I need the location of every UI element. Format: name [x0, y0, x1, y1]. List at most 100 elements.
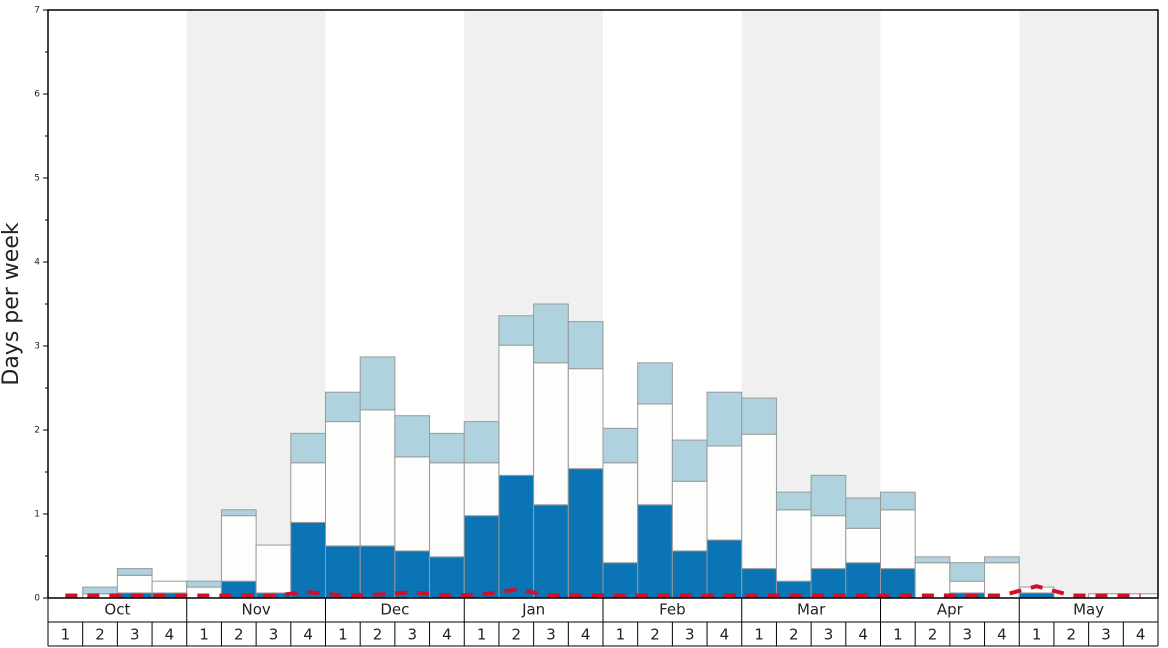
bar-segment [602, 427, 639, 464]
bar-segment [359, 356, 396, 411]
bar-segment [151, 580, 188, 594]
x-tick-label: 4 [581, 626, 591, 644]
x-tick-label: 1 [754, 626, 764, 644]
month-label: Nov [241, 601, 270, 619]
bar-segment [567, 368, 604, 470]
x-tick-label: 2 [928, 626, 938, 644]
bar-segment [186, 580, 222, 588]
bar-segment [914, 556, 951, 564]
bar-segment [880, 491, 916, 511]
x-tick-label: 1 [477, 626, 487, 644]
bar-segment [671, 439, 708, 482]
bar-segment [741, 433, 777, 570]
bar-segment [949, 580, 986, 594]
bar-segment [637, 504, 673, 599]
bar-segment [325, 421, 361, 547]
x-tick-label: 4 [1136, 626, 1146, 644]
x-tick-label: 2 [789, 626, 799, 644]
bar-segment [706, 445, 743, 541]
bar-segment [498, 344, 535, 476]
x-tick-label: 2 [234, 626, 244, 644]
bar-segment [984, 556, 1020, 564]
bar-segment [845, 562, 881, 599]
y-tick-label: 7 [34, 6, 40, 16]
bar-segment [290, 432, 326, 464]
bar-segment [533, 362, 569, 506]
y-tick-label: 4 [34, 258, 40, 268]
y-tick-label: 5 [34, 174, 40, 184]
x-tick-label: 1 [893, 626, 903, 644]
y-tick-label: 2 [34, 426, 40, 436]
y-tick-label: 3 [34, 342, 40, 352]
x-tick-label: 3 [130, 626, 140, 644]
x-tick-label: 2 [95, 626, 105, 644]
bar-segment [359, 409, 396, 547]
x-tick-label: 1 [199, 626, 209, 644]
x-tick-label: 3 [407, 626, 417, 644]
month-label: May [1073, 601, 1104, 619]
bar-segment [810, 474, 847, 517]
bar-segment [429, 462, 465, 558]
bar-segment [880, 509, 916, 570]
bar-segment [567, 321, 604, 370]
bar-segment [429, 556, 465, 599]
bar-segment [116, 568, 153, 576]
y-tick-label: 6 [34, 90, 40, 100]
bar-segment [810, 515, 847, 570]
bar-segment [498, 315, 535, 346]
bar-segment [394, 415, 431, 458]
x-tick-label: 1 [616, 626, 626, 644]
bar-segment [533, 504, 569, 599]
bar-segment [671, 480, 708, 552]
x-tick-label: 2 [373, 626, 383, 644]
x-tick-label: 4 [442, 626, 452, 644]
x-tick-label: 3 [962, 626, 972, 644]
bar-segment [845, 497, 881, 529]
bar-segment [567, 468, 604, 599]
x-tick-label: 3 [269, 626, 279, 644]
x-tick-label: 4 [997, 626, 1007, 644]
line [65, 584, 1141, 598]
bar-segment [394, 456, 431, 552]
bar-segment [671, 550, 708, 599]
bar-segment [637, 403, 673, 506]
x-tick-label: 3 [546, 626, 556, 644]
bar-segment [741, 397, 777, 435]
y-tick-label: 0 [34, 594, 40, 604]
bar-segment [220, 509, 257, 517]
bar-segment [706, 539, 743, 599]
x-tick-label: 2 [1067, 626, 1077, 644]
bar-segment [602, 462, 639, 564]
bar-segment [429, 432, 465, 464]
bar-segment [602, 562, 639, 599]
x-tick-label: 1 [61, 626, 71, 644]
bar-segment [637, 362, 673, 405]
x-tick-label: 3 [685, 626, 695, 644]
x-tick-label: 1 [1032, 626, 1042, 644]
bar-segment [463, 515, 500, 599]
bar-segment [325, 545, 361, 599]
bar-segment [498, 474, 535, 599]
x-tick-label: 3 [1101, 626, 1111, 644]
bar-segment [1018, 592, 1055, 599]
x-tick-label: 1 [338, 626, 348, 644]
month-label: Oct [104, 601, 130, 619]
bar-segment [845, 527, 881, 564]
month-label: Dec [380, 601, 409, 619]
x-tick-label: 4 [165, 626, 175, 644]
bar-segment [706, 391, 743, 447]
bar-segment [325, 391, 361, 423]
x-tick-label: 2 [650, 626, 660, 644]
y-axis-label: Days per week [0, 222, 24, 385]
x-tick-label: 3 [824, 626, 834, 644]
y-tick-label: 1 [34, 510, 40, 520]
bar-segment [775, 509, 812, 582]
x-tick-label: 4 [858, 626, 868, 644]
month-label: Feb [659, 601, 686, 619]
bar-segment [220, 515, 257, 582]
month-shade [1019, 10, 1158, 598]
bar-segment [116, 574, 153, 594]
bar-segment [949, 562, 986, 582]
